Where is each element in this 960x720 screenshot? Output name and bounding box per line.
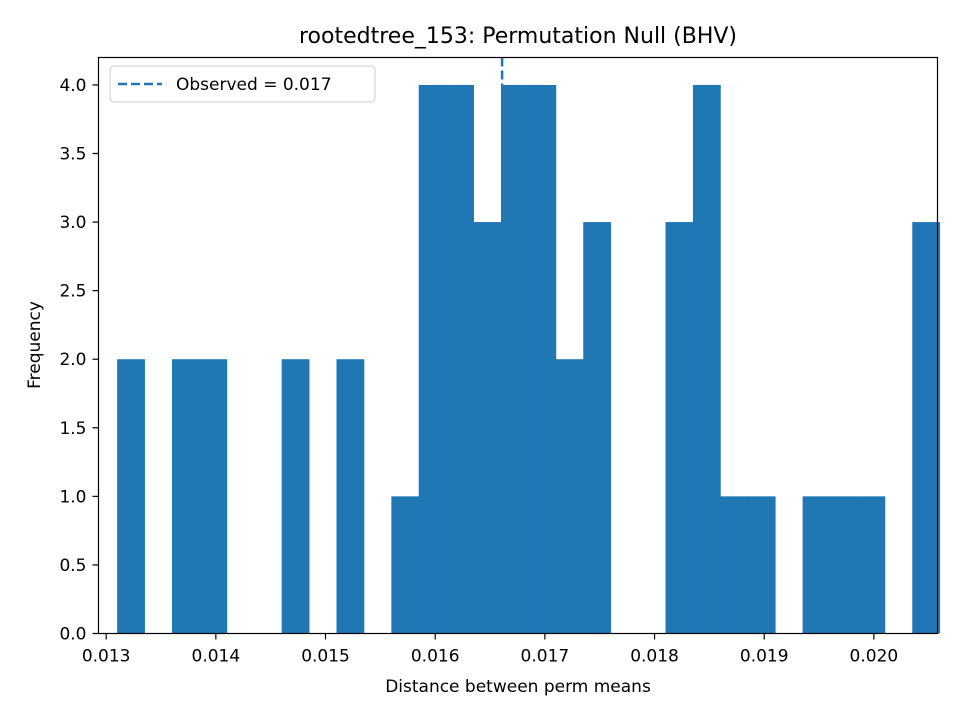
y-axis-ticks: 0.0 0.5 1.0 1.5 2.0 2.5 3.0 3.5 4.0 <box>59 76 99 645</box>
x-tick-label: 0.019 <box>740 647 789 667</box>
histogram-bar <box>665 222 694 634</box>
y-tick-label: 0.5 <box>59 556 86 576</box>
histogram-bar <box>720 496 749 634</box>
legend-observed-label: Observed = 0.017 <box>176 75 332 95</box>
histogram-bar <box>199 359 228 634</box>
histogram-bar <box>555 359 584 634</box>
histogram-bar <box>473 222 502 634</box>
y-tick-label: 4.0 <box>59 76 86 96</box>
x-axis-label: Distance between perm means <box>385 677 651 697</box>
x-tick-label: 0.020 <box>850 647 899 667</box>
histogram-bar <box>171 359 200 634</box>
histogram-bar <box>117 359 145 634</box>
histogram-bar <box>281 359 310 634</box>
histogram-bar <box>747 496 776 634</box>
axes-frame <box>97 56 939 635</box>
histogram-bar <box>802 496 831 634</box>
x-tick-label: 0.015 <box>301 647 350 667</box>
legend: Observed = 0.017 <box>109 65 376 103</box>
chart-title: rootedtree_153: Permutation Null (BHV) <box>299 24 737 49</box>
x-tick-label: 0.013 <box>82 647 131 667</box>
histogram-bars <box>117 84 941 634</box>
histogram-bar <box>528 84 557 634</box>
histogram-bar <box>418 84 447 634</box>
y-axis-label: Frequency <box>25 301 45 389</box>
histogram-bar <box>830 496 858 634</box>
y-tick-label: 3.0 <box>59 213 86 233</box>
y-tick-label: 1.5 <box>59 419 86 439</box>
histogram-bar <box>912 222 941 634</box>
histogram-bar <box>857 496 886 634</box>
histogram-bar <box>336 359 365 634</box>
y-tick-label: 2.0 <box>59 350 86 370</box>
x-tick-label: 0.014 <box>192 647 241 667</box>
y-tick-label: 1.0 <box>59 487 86 507</box>
x-axis-ticks: 0.013 0.014 0.015 0.016 0.017 0.018 0.019 0.020 <box>82 633 899 667</box>
x-tick-label: 0.017 <box>521 647 570 667</box>
x-tick-label: 0.018 <box>630 647 679 667</box>
legend-box <box>109 65 376 103</box>
x-tick-label: 0.016 <box>411 647 460 667</box>
histogram-bar <box>446 84 474 634</box>
histogram-bar <box>501 84 529 634</box>
y-tick-label: 0.0 <box>59 625 86 645</box>
histogram-bar <box>583 222 612 634</box>
y-tick-label: 2.5 <box>59 282 86 302</box>
histogram-bar <box>391 496 420 634</box>
histogram-bar <box>692 84 721 634</box>
y-tick-label: 3.5 <box>59 145 86 165</box>
